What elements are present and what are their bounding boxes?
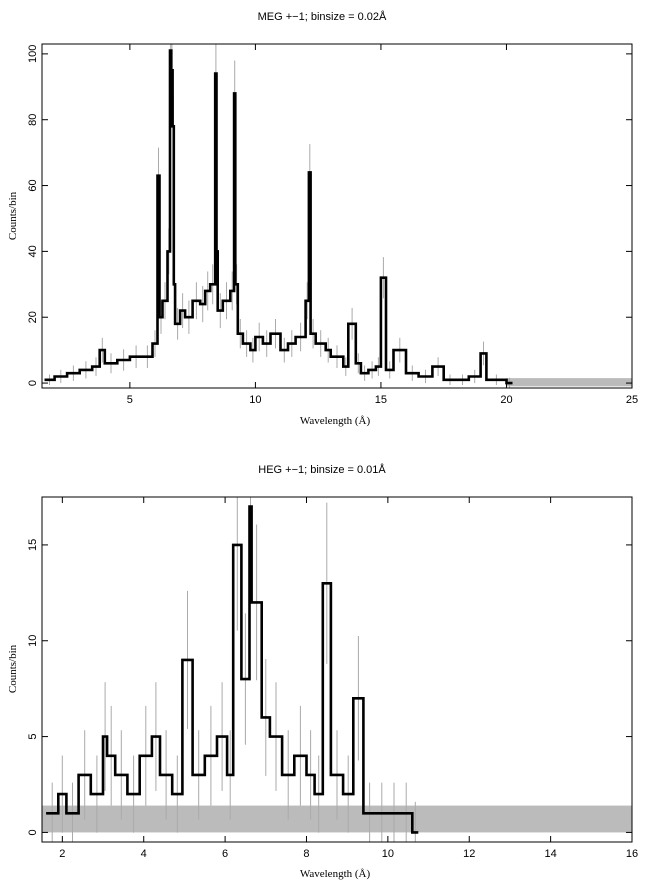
meg-background-band — [506, 378, 632, 387]
heg-x-tick-label: 16 — [626, 848, 638, 860]
meg-y-tick-label: 60 — [27, 179, 39, 191]
heg-plot-frame — [41, 496, 633, 843]
heg-x-tick-label: 12 — [463, 848, 475, 860]
meg-background-band-rect — [506, 378, 632, 387]
heg-x-tick-label: 8 — [303, 848, 309, 860]
heg-y-ticks: 0 5 10 15 — [27, 539, 632, 835]
meg-y-ticks: 0 20 40 60 80 100 — [27, 45, 632, 386]
heg-data-series — [46, 505, 419, 834]
meg-x-tick-label: 25 — [626, 394, 638, 406]
meg-y-tick-label: 0 — [27, 380, 39, 386]
meg-y-axis-label: Counts/bin — [7, 191, 19, 240]
heg-chart-title: HEG +−1; binsize = 0.01Å — [258, 463, 386, 476]
heg-y-tick-label: 15 — [27, 539, 39, 551]
heg-y-tick-label: 5 — [27, 734, 39, 740]
meg-series-line — [44, 49, 513, 385]
meg-x-tick-label: 5 — [127, 394, 133, 406]
heg-x-ticks: 2 4 6 8 10 12 14 16 — [59, 497, 638, 860]
heg-x-tick-label: 6 — [222, 848, 228, 860]
meg-plot-frame — [41, 43, 633, 389]
heg-x-axis-label: Wavelength (Å) — [300, 868, 371, 880]
heg-chart: HEG +−1; binsize = 0.01Å 2 4 6 8 10 12 14 16 0 5… — [7, 463, 638, 880]
heg-x-tick-label: 14 — [544, 848, 556, 860]
heg-y-tick-label: 10 — [27, 635, 39, 647]
meg-x-axis-label: Wavelength (Å) — [300, 415, 371, 427]
meg-chart-title: MEG +−1; binsize = 0.02Å — [258, 10, 387, 23]
heg-y-axis-label: Counts/bin — [7, 644, 19, 693]
meg-x-tick-label: 10 — [249, 394, 261, 406]
meg-x-tick-label: 15 — [375, 394, 387, 406]
heg-x-tick-label: 10 — [382, 848, 394, 860]
heg-series-line — [46, 505, 419, 834]
heg-x-tick-label: 2 — [59, 848, 65, 860]
meg-data-series — [44, 49, 513, 385]
meg-y-tick-label: 100 — [27, 45, 39, 63]
meg-y-tick-label: 20 — [27, 311, 39, 323]
meg-x-ticks: 5 10 15 20 25 — [127, 44, 638, 406]
meg-x-tick-label: 20 — [500, 394, 512, 406]
heg-y-tick-label: 0 — [27, 829, 39, 835]
meg-y-tick-label: 40 — [27, 245, 39, 257]
heg-x-tick-label: 4 — [141, 848, 147, 860]
meg-chart: MEG +−1; binsize = 0.02Å 5 10 15 20 25 0 20 40… — [7, 10, 638, 427]
meg-y-tick-label: 80 — [27, 114, 39, 126]
